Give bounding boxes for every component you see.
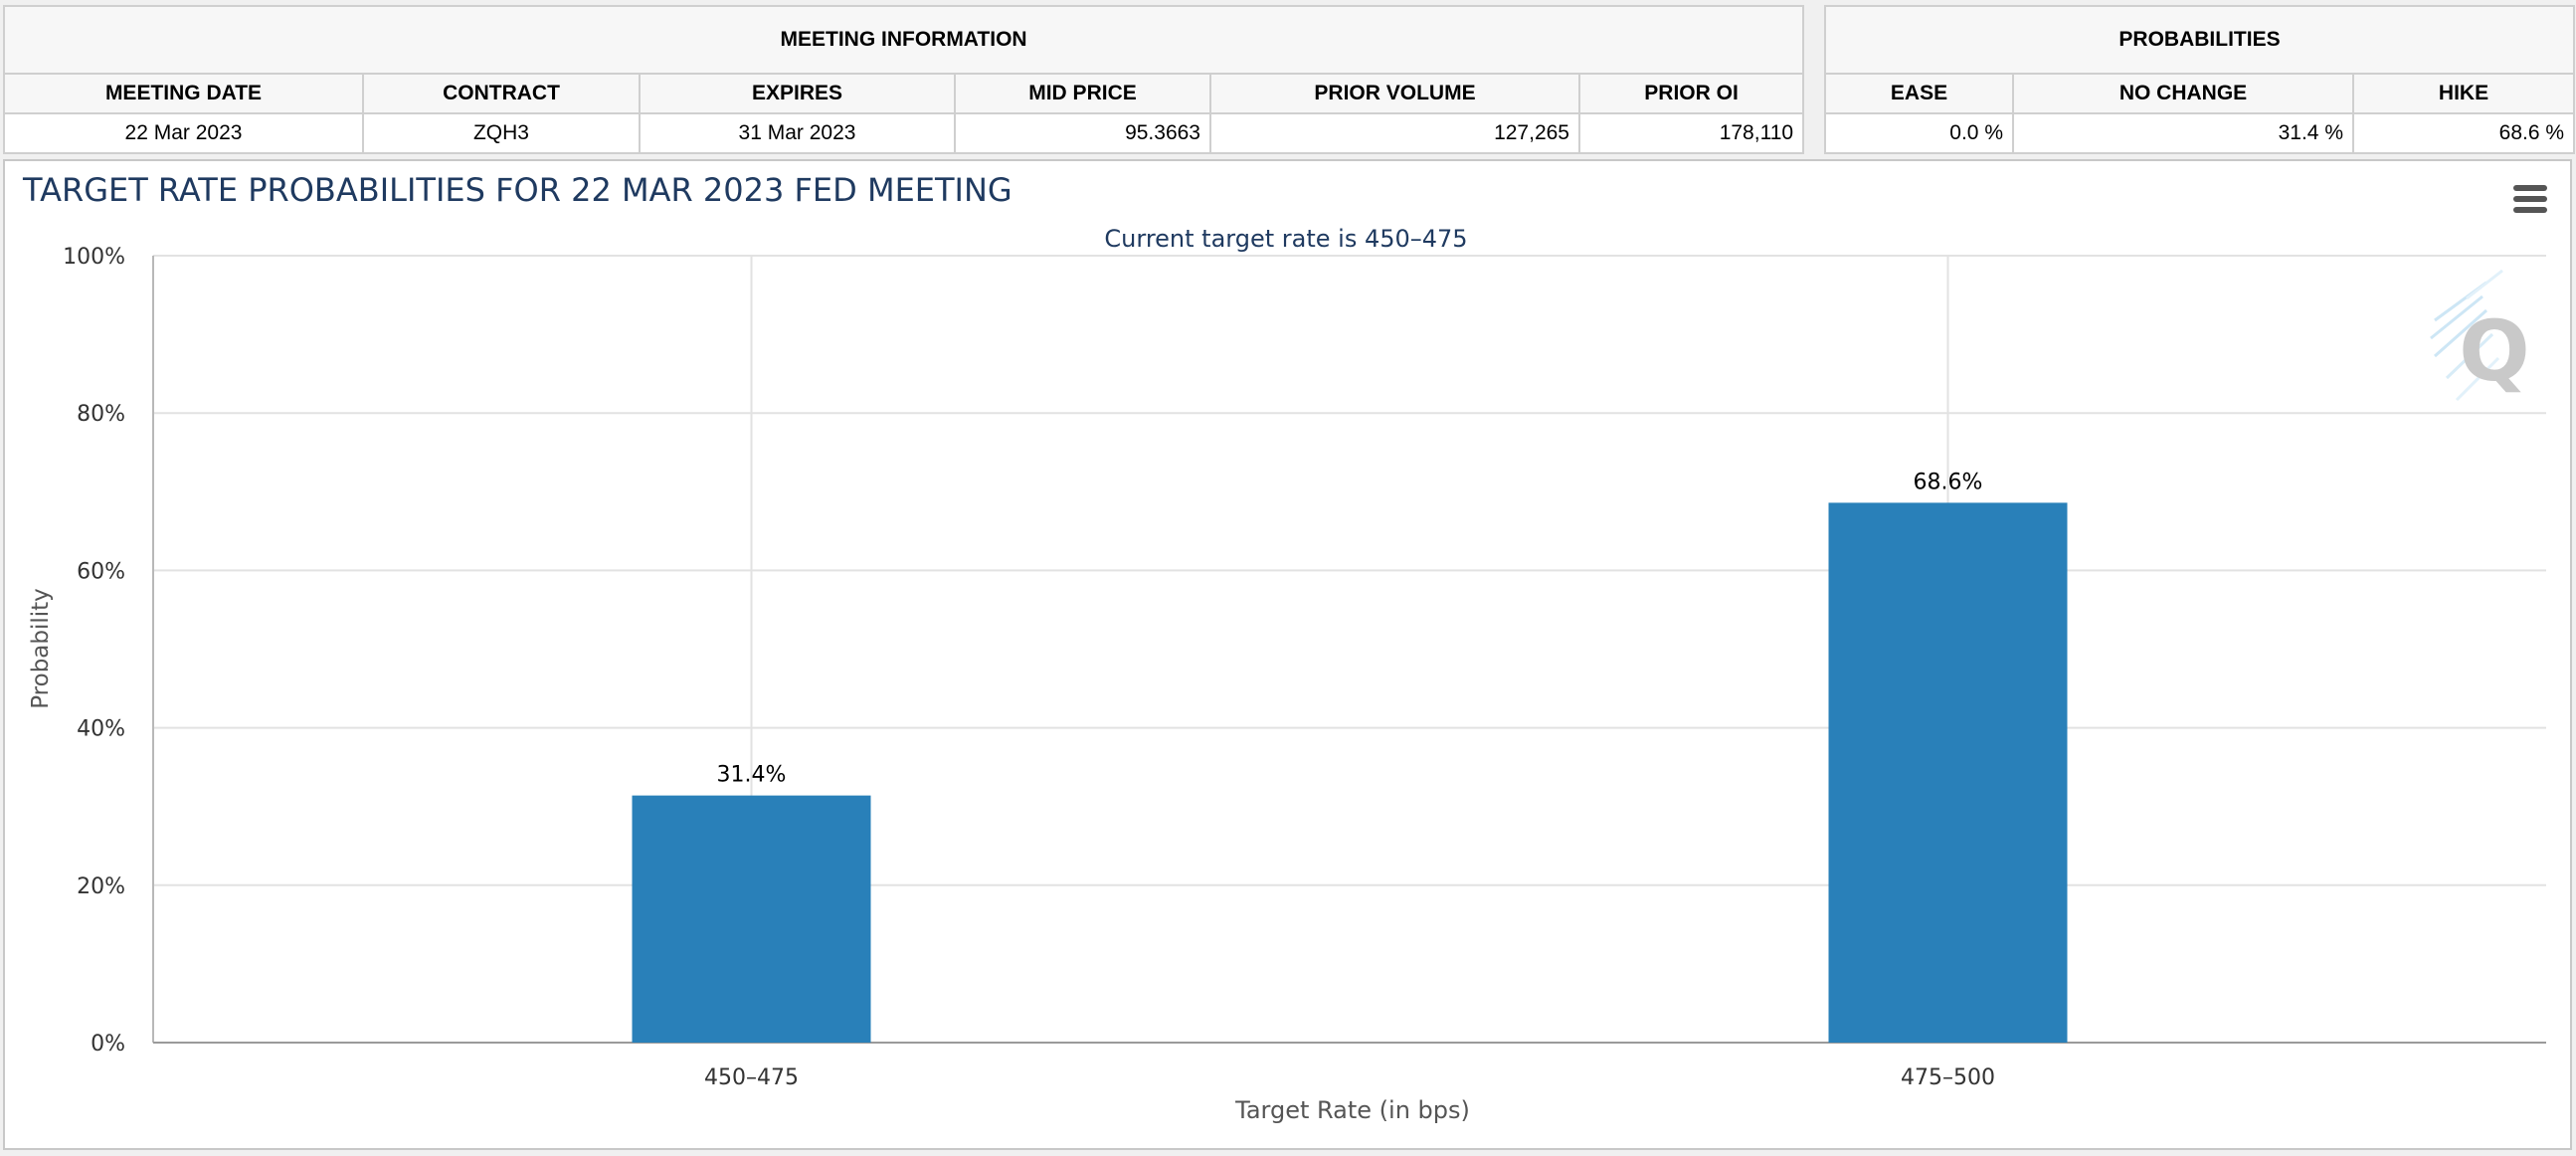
y-tick-label: 100% — [63, 245, 125, 270]
table-row: 0.0 % 31.4 % 68.6 % — [1824, 112, 2576, 154]
table-row: 22 Mar 2023 ZQH3 31 Mar 2023 95.3663 127… — [3, 112, 1805, 154]
svg-text:Q: Q — [2459, 302, 2529, 400]
meeting-information-table: MEETING INFORMATION MEETING DATE CONTRAC… — [2, 5, 1805, 154]
column-header-contract: CONTRACT — [362, 73, 641, 114]
bar-2[interactable] — [1828, 502, 2068, 1043]
column-header-meeting-date: MEETING DATE — [3, 73, 364, 114]
y-tick-label: 20% — [77, 874, 125, 899]
data-label: 68.6% — [1914, 470, 1983, 494]
probabilities-table: PROBABILITIES EASE NO CHANGE HIKE 0.0 % … — [1823, 5, 2576, 154]
q-logo-watermark: Q — [2430, 269, 2530, 402]
meeting-date-value: 22 Mar 2023 — [3, 112, 364, 154]
y-tick-label: 60% — [77, 559, 125, 584]
contract-value: ZQH3 — [362, 112, 641, 154]
y-tick-label: 80% — [77, 402, 125, 427]
y-tick-label: 0% — [91, 1032, 125, 1057]
no-change-value: 31.4 % — [2012, 112, 2354, 154]
column-header-prior-oi: PRIOR OI — [1577, 73, 1805, 114]
y-tick-label: 40% — [77, 717, 125, 742]
ease-value: 0.0 % — [1824, 112, 2014, 154]
column-header-expires: EXPIRES — [639, 73, 956, 114]
prior-oi-value: 178,110 — [1577, 112, 1805, 154]
column-header-hike: HIKE — [2351, 73, 2576, 114]
x-axis-title: Target Rate (in bps) — [1234, 1096, 1470, 1124]
hamburger-menu-icon[interactable] — [2513, 185, 2547, 217]
column-header-no-change: NO CHANGE — [2012, 73, 2354, 114]
mid-price-value: 95.3663 — [954, 112, 1211, 154]
column-header-prior-volume: PRIOR VOLUME — [1209, 73, 1580, 114]
meeting-information-header: MEETING INFORMATION — [2, 5, 1805, 75]
probabilities-header: PROBABILITIES — [1823, 5, 2576, 75]
y-axis-title: Probability — [28, 588, 54, 709]
x-tick-label: 450–475 — [704, 1065, 799, 1090]
expires-value: 31 Mar 2023 — [639, 112, 956, 154]
x-tick-label: 475–500 — [1901, 1065, 1995, 1090]
bar-1[interactable] — [632, 795, 871, 1043]
prior-volume-value: 127,265 — [1209, 112, 1580, 154]
chart-panel — [3, 159, 2572, 1150]
column-header-mid-price: MID PRICE — [954, 73, 1211, 114]
data-label: 31.4% — [717, 763, 787, 788]
hike-value: 68.6 % — [2351, 112, 2576, 154]
chart-subtitle: Current target rate is 450–475 — [1104, 225, 1467, 253]
chart-title: TARGET RATE PROBABILITIES FOR 22 MAR 202… — [22, 171, 1012, 209]
column-header-ease: EASE — [1824, 73, 2014, 114]
